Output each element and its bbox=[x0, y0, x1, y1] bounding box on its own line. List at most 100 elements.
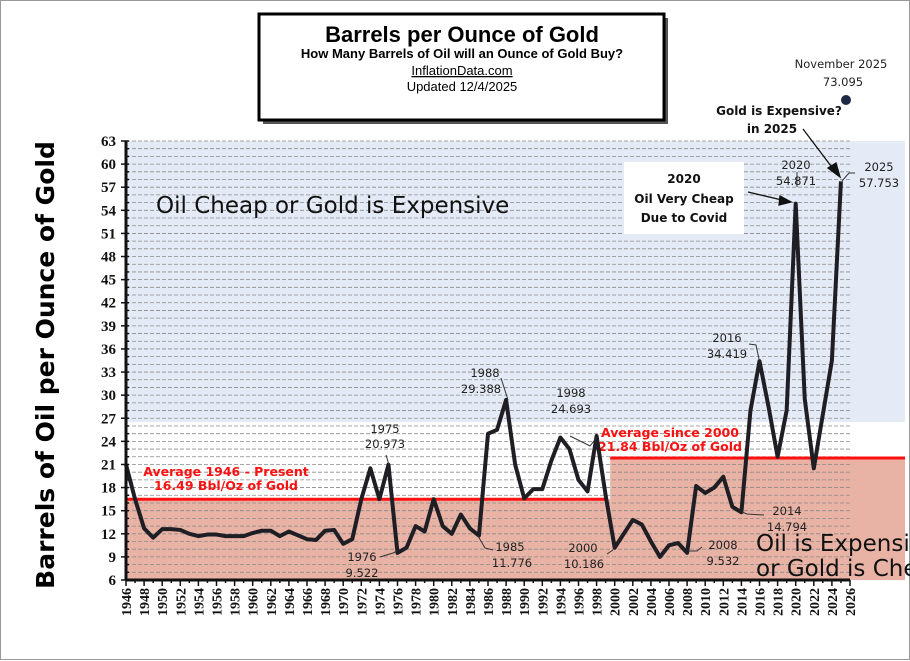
annotation-2025-year: 2025 bbox=[864, 160, 893, 174]
annotation-2020-year: 2020 bbox=[781, 158, 810, 172]
y-tick-label: 57 bbox=[101, 180, 117, 196]
x-tick-label: 1978 bbox=[410, 588, 425, 616]
series-line bbox=[124, 181, 843, 559]
average-label-1b: 16.49 Bbl/Oz of Gold bbox=[154, 478, 298, 493]
source-link[interactable]: InflationData.com bbox=[411, 63, 512, 78]
y-tick-label: 33 bbox=[101, 365, 116, 381]
x-tick-label: 1986 bbox=[482, 588, 497, 616]
y-tick-label: 9 bbox=[109, 550, 117, 566]
x-tick-label: 1970 bbox=[337, 588, 352, 616]
updated-date: Updated 12/4/2025 bbox=[407, 79, 518, 94]
y-tick-label: 54 bbox=[101, 203, 117, 219]
x-tick-label: 2000 bbox=[609, 588, 624, 616]
x-tick-label: 1990 bbox=[518, 588, 533, 616]
x-tick-label: 2020 bbox=[790, 588, 805, 616]
annotation-1976-value: 9.522 bbox=[346, 566, 379, 580]
x-tick-label: 2024 bbox=[826, 588, 841, 616]
chart-subtitle: How Many Barrels of Oil will an Ounce of… bbox=[301, 46, 623, 61]
y-tick-label: 6 bbox=[109, 573, 117, 589]
annotation-2025-value: 57.753 bbox=[859, 176, 899, 190]
x-tick-label: 2012 bbox=[717, 588, 732, 616]
annotation-2014-year: 2014 bbox=[772, 504, 801, 518]
x-tick-label: 1972 bbox=[355, 588, 370, 616]
y-tick-label: 27 bbox=[101, 411, 117, 427]
x-tick-label: 1980 bbox=[428, 588, 443, 616]
extra-point-value: 73.095 bbox=[823, 75, 863, 89]
x-tick-label: 2018 bbox=[772, 588, 787, 616]
annotation-2000-year: 2000 bbox=[568, 541, 597, 555]
upper-zone bbox=[126, 141, 905, 423]
x-tick-label: 2026 bbox=[844, 588, 859, 616]
x-tick-label: 1994 bbox=[554, 588, 569, 616]
x-tick-label: 2022 bbox=[808, 588, 823, 616]
x-tick-label: 1950 bbox=[156, 588, 171, 616]
annotation-1976-year: 1976 bbox=[347, 550, 376, 564]
x-tick-label: 2004 bbox=[645, 588, 660, 616]
x-tick-label: 1962 bbox=[265, 588, 280, 616]
lower-zone-label-2: or Gold is Cheap bbox=[756, 556, 910, 582]
y-tick-label: 18 bbox=[101, 481, 116, 497]
x-tick-label: 1954 bbox=[192, 588, 207, 616]
x-tick-label: 2008 bbox=[681, 588, 696, 616]
upper-zone-label: Oil Cheap or Gold is Expensive bbox=[156, 193, 509, 219]
annotation-1985-value: 11.776 bbox=[492, 556, 532, 570]
annotation-1988-value: 29.388 bbox=[461, 382, 501, 396]
y-tick-label: 15 bbox=[101, 504, 116, 520]
y-tick-label: 12 bbox=[101, 527, 116, 543]
annotation-1985-year: 1985 bbox=[495, 540, 524, 554]
y-tick-label: 63 bbox=[101, 134, 116, 150]
x-tick-label: 1998 bbox=[591, 588, 606, 616]
extra-point-label: November 2025 bbox=[795, 57, 888, 71]
extra-point-marker bbox=[841, 95, 851, 105]
x-tick-label: 2016 bbox=[754, 588, 769, 616]
x-tick-label: 2014 bbox=[735, 588, 750, 616]
annotation-1988-year: 1988 bbox=[470, 366, 499, 380]
average-label-2b: 21.84 Bbl/Oz of Gold bbox=[598, 439, 742, 454]
y-tick-label: 21 bbox=[101, 457, 116, 473]
covid-callout-1: 2020 bbox=[667, 172, 700, 186]
y-tick-label: 60 bbox=[101, 157, 116, 173]
x-tick-label: 1964 bbox=[283, 588, 298, 616]
annotations bbox=[379, 172, 855, 558]
x-tick-label: 1958 bbox=[229, 588, 244, 616]
x-tick-label: 2002 bbox=[627, 588, 642, 616]
annotation-arrows bbox=[747, 128, 842, 206]
annotation-1975-value: 20.973 bbox=[365, 437, 405, 451]
x-tick-label: 1966 bbox=[301, 588, 316, 616]
x-tick-label: 1968 bbox=[319, 588, 334, 616]
annotation-2000-value: 10.186 bbox=[564, 557, 604, 571]
y-tick-label: 39 bbox=[101, 319, 116, 335]
annotation-1998-value: 24.693 bbox=[551, 402, 591, 416]
y-tick-label: 45 bbox=[101, 273, 116, 289]
x-tick-label: 1982 bbox=[446, 588, 461, 616]
title-box bbox=[257, 12, 666, 122]
annotation-2016-value: 34.419 bbox=[707, 347, 747, 361]
x-tick-label: 1984 bbox=[464, 588, 479, 616]
covid-callout-2: Oil Very Cheap bbox=[634, 192, 734, 206]
x-tick-label: 1974 bbox=[373, 588, 388, 616]
annotation-2008-year: 2008 bbox=[708, 538, 737, 552]
x-tick-label: 1956 bbox=[211, 588, 226, 616]
annotation-2014-value: 14.794 bbox=[767, 520, 807, 534]
y-tick-label: 24 bbox=[101, 434, 117, 450]
annotation-2008-value: 9.532 bbox=[707, 554, 740, 568]
covid-callout-3: Due to Covid bbox=[641, 211, 728, 225]
lower-zone-2 bbox=[610, 458, 905, 580]
annotation-2020-value: 54.871 bbox=[776, 174, 816, 188]
x-tick-label: 1946 bbox=[120, 588, 135, 616]
x-tick-label: 1960 bbox=[247, 588, 262, 616]
annotation-1998-year: 1998 bbox=[556, 386, 585, 400]
expensive-callout-2: in 2025 bbox=[747, 122, 797, 136]
chart-title: Barrels per Ounce of Gold bbox=[325, 22, 599, 47]
y-tick-label: 42 bbox=[101, 296, 116, 312]
x-tick-label: 1992 bbox=[536, 588, 551, 616]
y-axis-label: Barrels of Oil per Ounce of Gold bbox=[31, 141, 60, 589]
y-tick-label: 48 bbox=[101, 250, 116, 266]
lower-zone-label-1: Oil is Expensive bbox=[756, 531, 910, 557]
x-tick-label: 1948 bbox=[138, 588, 153, 616]
average-label-1a: Average 1946 - Present bbox=[143, 464, 309, 479]
x-tick-label: 2006 bbox=[663, 588, 678, 616]
annotation-2016-year: 2016 bbox=[712, 331, 741, 345]
x-tick-label: 1952 bbox=[174, 588, 189, 616]
